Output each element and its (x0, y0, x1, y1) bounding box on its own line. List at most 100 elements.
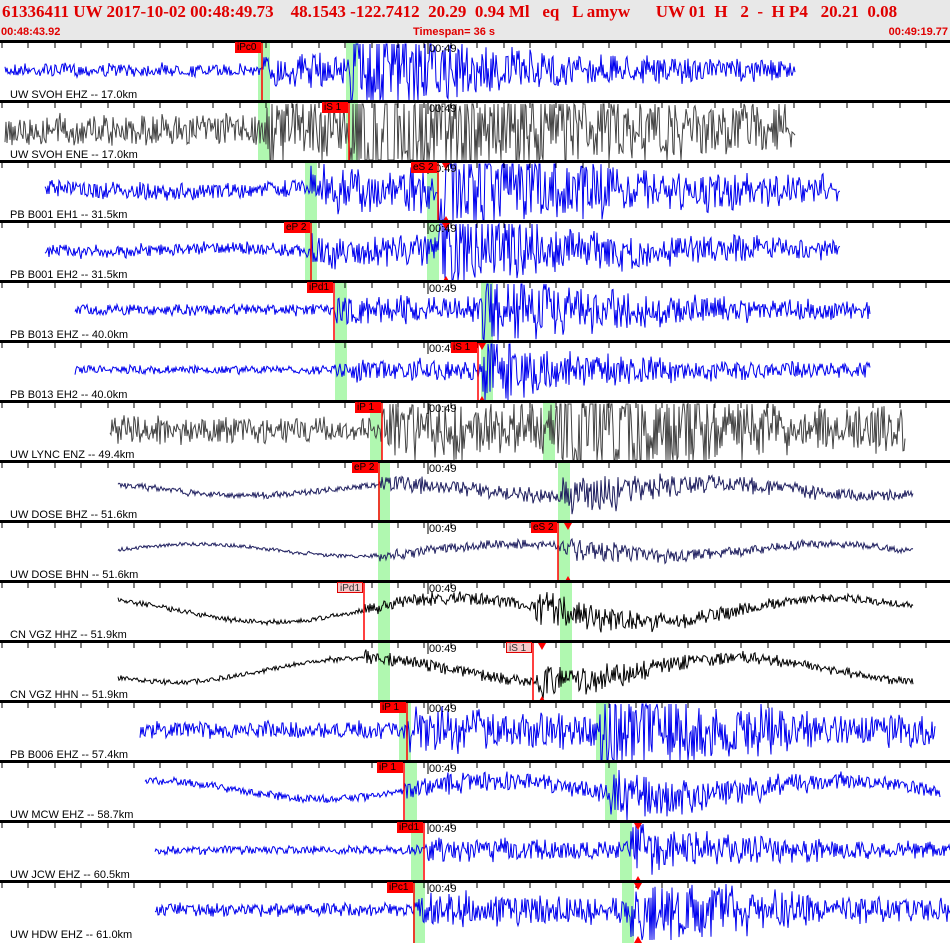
trace-row[interactable]: 00:49 PB B001 EH2 -- 31.5km eP 2 (0, 220, 950, 283)
waveform-canvas (1, 823, 950, 883)
pick-triangle-down (634, 883, 642, 890)
phase-window (620, 823, 632, 883)
waveform-canvas (1, 523, 927, 583)
trace-row[interactable]: 00:49 PB B013 EHZ -- 40.0km iPd1 (0, 280, 950, 343)
waveform (74, 343, 871, 401)
phase-window (378, 523, 390, 583)
trace-row[interactable]: 00:49 CN VGZ HHZ -- 51.9km iPd1 (0, 580, 950, 643)
phase-window (258, 43, 270, 103)
phase-window (370, 403, 382, 463)
station-label: PB B001 EH1 -- 31.5km (10, 209, 128, 221)
time-label: 00:49 (429, 403, 457, 415)
phase-window (399, 703, 411, 763)
pick-flag[interactable]: iPd1 (397, 822, 423, 833)
trace-row[interactable]: 00:49 PB B001 EH1 -- 31.5km eS 2 (0, 160, 950, 223)
station-label: UW DOSE BHZ -- 51.6km (10, 509, 138, 521)
time-label: 00:49 (429, 463, 457, 475)
waveform-canvas (1, 222, 927, 283)
pick-triangle-down (478, 343, 486, 350)
timespan: Timespan= 36 s (413, 26, 496, 38)
station-label: UW DOSE BHN -- 51.6km (10, 569, 139, 581)
waveform (117, 473, 914, 515)
waveform-canvas (1, 463, 927, 523)
phase-window (413, 883, 425, 943)
pick-flag[interactable]: iP 1 (377, 762, 403, 773)
waveform (4, 43, 796, 101)
station-label: UW SVOH EHZ -- 17.0km (10, 89, 138, 101)
pick-triangle-down (564, 523, 572, 530)
trace-row[interactable]: 00:49 PB B013 EH2 -- 40.0km iS 1 (0, 340, 950, 403)
end-time: 00:49:19.77 (888, 26, 948, 38)
pick-triangle-down (634, 823, 642, 830)
station-label: UW LYNC ENZ -- 49.4km (10, 449, 135, 461)
time-label: 00:49 (429, 523, 457, 535)
pick-flag[interactable]: iS 1 (506, 642, 532, 654)
pick-triangle-down (442, 223, 450, 230)
event-header: 61336411 UW 2017-10-02 00:48:49.73 48.15… (0, 0, 950, 40)
time-label: 00:49 (429, 643, 457, 655)
waveform (4, 102, 796, 162)
trace-row[interactable]: 00:49 UW SVOH EHZ -- 17.0km iPc0 (0, 40, 950, 103)
pick-flag[interactable]: iS 1 (322, 102, 348, 113)
waveform (74, 283, 871, 342)
phase-window (305, 163, 317, 223)
waveform (117, 649, 914, 701)
waveform (154, 823, 950, 875)
waveform-canvas (1, 763, 941, 823)
trace-row[interactable]: 00:49 UW MCW EHZ -- 58.7km iP 1 (0, 760, 950, 823)
trace-row[interactable]: 00:49 PB B006 EHZ -- 57.4km iP 1 (0, 700, 950, 763)
pick-flag[interactable]: iPd1 (307, 282, 333, 293)
waveform-canvas (1, 283, 927, 343)
phase-window (378, 583, 390, 643)
station-label: PB B013 EH2 -- 40.0km (10, 389, 128, 401)
pick-flag[interactable]: iS 1 (451, 342, 477, 353)
trace-row[interactable]: 00:49 UW SVOH ENE -- 17.0km iS 1 (0, 100, 950, 163)
trace-row[interactable]: 00:49 UW DOSE BHZ -- 51.6km eP 2 (0, 460, 950, 523)
waveform (117, 537, 914, 565)
time-label: 00:49 (429, 583, 457, 595)
phase-window (560, 583, 572, 643)
station-label: PB B013 EHZ -- 40.0km (10, 329, 128, 341)
pick-flag[interactable]: iPd1 (337, 582, 363, 594)
pick-flag[interactable]: iP 1 (355, 402, 381, 413)
waveform (117, 591, 914, 633)
station-label: UW SVOH ENE -- 17.0km (10, 149, 138, 161)
trace-row[interactable]: 00:49 UW JCW EHZ -- 60.5km iPd1 (0, 820, 950, 883)
event-summary: 61336411 UW 2017-10-02 00:48:49.73 48.15… (2, 2, 898, 21)
pick-flag[interactable]: iP 1 (380, 702, 406, 713)
phase-window (346, 43, 358, 103)
time-label: 00:49 (429, 763, 457, 775)
pick-flag[interactable]: iPc0 (235, 42, 261, 53)
time-label: 00:49 (429, 43, 457, 55)
waveform (44, 222, 841, 281)
station-label: UW MCW EHZ -- 58.7km (10, 809, 134, 821)
waveform-canvas (1, 43, 927, 103)
station-label: PB B006 EHZ -- 57.4km (10, 749, 128, 761)
phase-window (378, 643, 390, 703)
time-label: 00:49 (429, 343, 457, 355)
waveform (144, 769, 941, 821)
waveform-canvas (1, 162, 927, 223)
waveform-canvas (1, 643, 927, 703)
phase-window (558, 523, 570, 583)
trace-row[interactable]: 00:49 UW HDW EHZ -- 61.0km iPc1 (0, 880, 950, 943)
pick-flag[interactable]: eS 2 (531, 522, 557, 533)
phase-window (481, 283, 493, 343)
trace-row[interactable]: 00:49 UW DOSE BHN -- 51.6km eS 2 (0, 520, 950, 583)
trace-row[interactable]: 00:49 CN VGZ HHN -- 51.9km iS 1 (0, 640, 950, 703)
pick-flag[interactable]: eP 2 (352, 462, 378, 473)
pick-flag[interactable]: eP 2 (284, 222, 310, 233)
station-label: UW HDW EHZ -- 61.0km (10, 929, 133, 941)
pick-flag[interactable]: eS 2 (411, 162, 437, 173)
phase-window (378, 463, 390, 523)
station-label: CN VGZ HHN -- 51.9km (10, 689, 128, 701)
start-time: 00:48:43.92 (1, 26, 61, 38)
station-label: PB B001 EH2 -- 31.5km (10, 269, 128, 281)
time-label: 00:49 (429, 283, 457, 295)
phase-window (411, 823, 423, 883)
pick-flag[interactable]: iPc1 (387, 882, 413, 893)
time-label: 00:49 (429, 823, 457, 835)
seismogram-panel[interactable]: 00:49 UW SVOH EHZ -- 17.0km iPc0 00:49 UW SV… (0, 40, 950, 943)
waveform (154, 883, 950, 941)
trace-row[interactable]: 00:49 UW LYNC ENZ -- 49.4km iP 1 (0, 400, 950, 463)
